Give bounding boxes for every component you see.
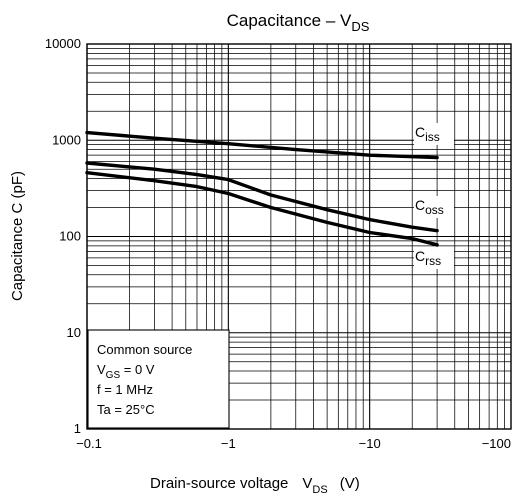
x-tick-label: −100 <box>482 436 511 451</box>
conditions-box-frame <box>87 329 230 429</box>
plot-frame <box>86 43 512 430</box>
conditions-box: Common source VGS = 0 V f = 1 MHz Ta = 2… <box>87 329 230 429</box>
axis-ticks: −0.1 −1 −10 −100 1 10 100 1000 10000 <box>45 36 511 451</box>
x-tick-label: −0.1 <box>76 436 102 451</box>
y-tick-label: 10000 <box>45 36 81 51</box>
series-line-coss <box>85 161 439 233</box>
series-label-ciss: Ciss <box>415 124 440 144</box>
series-line-crss <box>85 170 439 247</box>
series-line-ciss <box>85 130 439 160</box>
y-axis-label: Capacitance C (pF) <box>9 171 26 301</box>
y-tick-label: 100 <box>59 229 81 244</box>
series-lines <box>85 130 439 247</box>
x-tick-label: −1 <box>221 436 236 451</box>
y-tick-label: 10 <box>67 325 81 340</box>
condition-line-2: VGS = 0 V <box>97 362 155 381</box>
y-tick-label: 1 <box>74 421 81 436</box>
condition-line-3: f = 1 MHz <box>97 382 153 397</box>
series-labels: Ciss Coss Crss <box>414 123 454 269</box>
series-label-bg <box>414 196 454 218</box>
y-tick-label: 1000 <box>52 132 81 147</box>
series-label-crss: Crss <box>415 248 441 268</box>
series-label-bg <box>414 247 454 269</box>
condition-line-4: Ta = 25°C <box>97 402 155 417</box>
series-label-bg <box>414 123 454 145</box>
condition-line-1: Common source <box>97 342 192 357</box>
chart-title: Capacitance – VDS <box>227 11 370 34</box>
series-label-coss: Coss <box>415 197 444 217</box>
x-tick-label: −10 <box>359 436 381 451</box>
x-axis-label: Drain-source voltage VDS (V) <box>150 475 360 496</box>
